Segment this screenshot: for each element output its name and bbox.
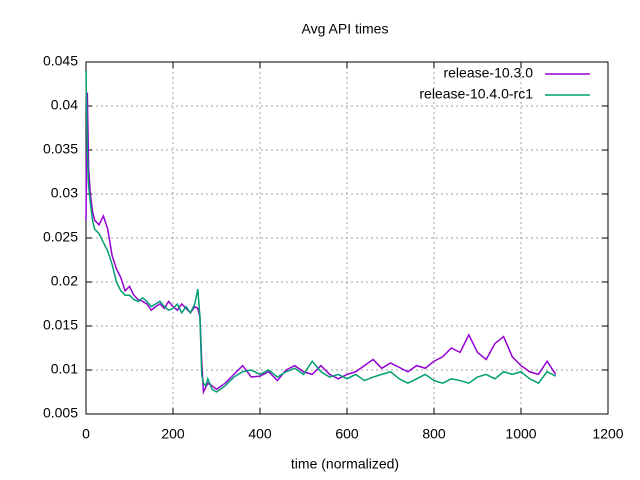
- x-tick-label: 400: [248, 426, 272, 442]
- plot-frame: [85, 61, 609, 415]
- y-tick-label: 0.01: [51, 361, 78, 377]
- x-tick-label: 1000: [505, 426, 536, 442]
- y-tick-label: 0.02: [51, 273, 78, 289]
- y-tick-label: 0.035: [43, 141, 78, 157]
- x-tick-label: 0: [82, 426, 90, 442]
- y-tick-label: 0.04: [51, 97, 78, 113]
- legend-label: release-10.4.0-rc1: [419, 86, 533, 102]
- y-tick-label: 0.03: [51, 185, 78, 201]
- series-line: [85, 70, 557, 393]
- y-tick-label: 0.025: [43, 229, 78, 245]
- y-tick-label: 0.005: [43, 405, 78, 421]
- x-axis-label: time (normalized): [291, 456, 399, 472]
- x-tick-label: 1200: [592, 426, 623, 442]
- x-tick-label: 600: [335, 426, 359, 442]
- x-tick-label: 200: [161, 426, 185, 442]
- series-line: [85, 92, 557, 395]
- x-tick-label: 800: [422, 426, 446, 442]
- y-tick-label: 0.015: [43, 317, 78, 333]
- legend-label: release-10.3.0: [443, 65, 533, 81]
- chart-title: Avg API times: [302, 21, 389, 37]
- y-tick-label: 0.045: [43, 53, 78, 69]
